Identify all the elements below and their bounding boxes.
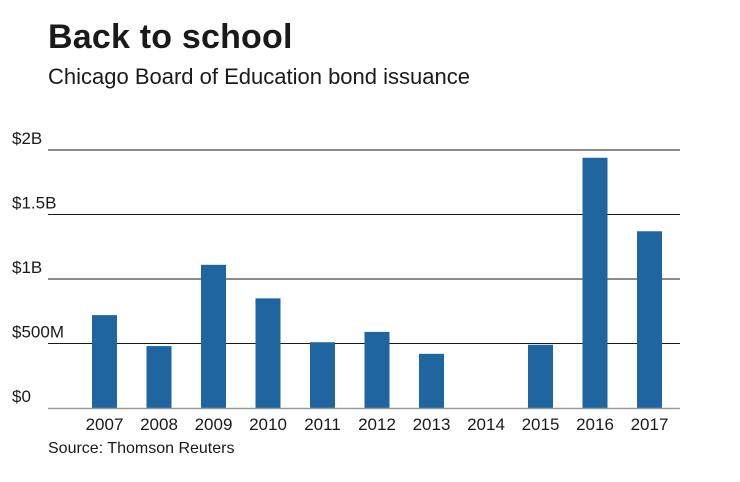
bar — [364, 331, 390, 408]
source-note: Source: Thomson Reuters — [48, 440, 235, 457]
bar — [419, 353, 444, 408]
x-tick-label: 2010 — [249, 415, 287, 434]
bar — [528, 344, 553, 408]
bar — [582, 157, 608, 408]
bar — [637, 231, 662, 408]
y-tick-label: $500M — [12, 323, 64, 342]
x-tick-label: 2014 — [467, 415, 505, 434]
x-tick-label: 2008 — [140, 415, 178, 434]
bar — [310, 342, 335, 408]
y-tick-label: $0 — [12, 387, 31, 406]
y-tick-label: $1.5B — [12, 194, 56, 213]
bar — [146, 346, 172, 408]
x-tick-label: 2012 — [358, 415, 396, 434]
x-tick-label: 2015 — [522, 415, 560, 434]
bar — [255, 298, 281, 408]
x-tick-label: 2007 — [86, 415, 124, 434]
y-tick-label: $2B — [12, 129, 42, 148]
x-tick-label: 2009 — [195, 415, 233, 434]
x-tick-label: 2017 — [631, 415, 669, 434]
bar — [92, 315, 117, 408]
bar — [201, 264, 226, 408]
x-tick-label: 2016 — [576, 415, 614, 434]
x-tick-label: 2011 — [304, 415, 341, 434]
chart-title: Back to school — [48, 18, 293, 56]
y-tick-label: $1B — [12, 258, 42, 277]
x-tick-label: 2013 — [413, 415, 451, 434]
chart-subtitle: Chicago Board of Education bond issuance — [48, 64, 470, 89]
